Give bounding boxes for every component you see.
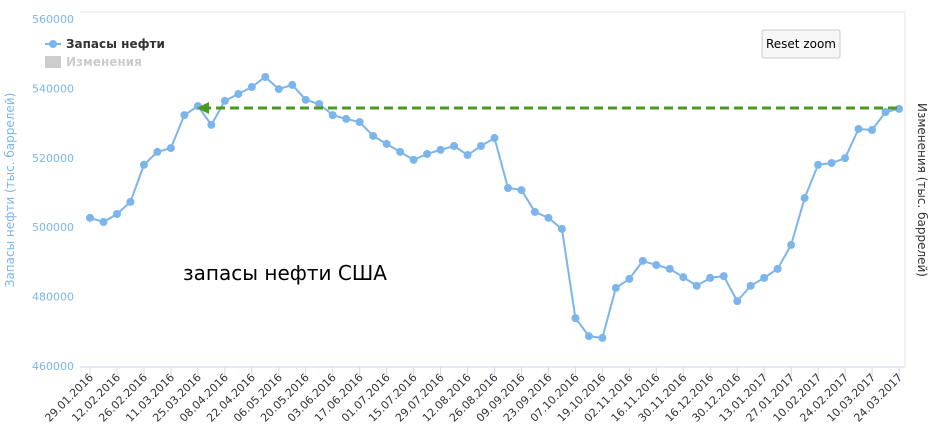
y-tick-label: 460000 (32, 360, 74, 373)
legend-marker (49, 40, 57, 48)
data-point (773, 264, 782, 273)
data-point (503, 183, 512, 192)
data-point (719, 272, 728, 281)
data-point (247, 83, 256, 92)
data-point (220, 96, 229, 105)
data-point (733, 297, 742, 306)
data-point (355, 118, 364, 127)
data-point (814, 160, 823, 169)
data-point (881, 107, 890, 116)
data-point (679, 273, 688, 282)
data-point (112, 210, 121, 219)
data-point (638, 256, 647, 265)
data-point (706, 273, 715, 282)
data-point (436, 145, 445, 154)
data-point (571, 314, 580, 323)
annotation: запасы нефти США (183, 261, 387, 285)
legend-label: Изменения (66, 55, 142, 69)
data-point (139, 160, 148, 169)
data-point (746, 281, 755, 290)
data-point (450, 142, 459, 151)
data-point (787, 240, 796, 249)
data-point (584, 332, 593, 341)
y-tick-label: 560000 (32, 13, 74, 26)
reset-zoom-button[interactable]: Reset zoom (761, 29, 841, 59)
button-label[interactable]: Reset zoom (766, 37, 836, 51)
data-point (342, 114, 351, 123)
data-point (301, 95, 310, 104)
data-point (557, 224, 566, 233)
legend-label: Запасы нефти (66, 37, 165, 51)
y-tick-label: 520000 (32, 152, 74, 165)
data-point (692, 281, 701, 290)
data-point (234, 89, 243, 98)
data-point (126, 197, 135, 206)
data-point (315, 100, 324, 109)
data-point (423, 149, 432, 158)
data-point (611, 283, 620, 292)
data-point (274, 85, 283, 94)
legend-item[interactable]: Изменения (45, 55, 142, 69)
data-point (153, 147, 162, 156)
y-axis-title: Запасы нефти (тыс. баррелей) (3, 93, 17, 288)
data-point (369, 131, 378, 140)
data-point (99, 217, 108, 226)
data-point (261, 72, 270, 81)
data-point (207, 120, 216, 129)
data-point (827, 159, 836, 168)
data-point (490, 134, 499, 143)
data-point (180, 111, 189, 120)
data-point (760, 273, 769, 282)
legend-item[interactable]: Запасы нефти (45, 37, 165, 51)
data-point (463, 151, 472, 160)
data-point (598, 333, 607, 342)
data-point (854, 124, 863, 133)
data-point (800, 194, 809, 203)
data-point (477, 142, 486, 151)
data-point (396, 147, 405, 156)
y-tick-label: 500000 (32, 221, 74, 234)
data-point (530, 207, 539, 216)
y2-axis-title: Изменения (тыс. баррелей) (915, 103, 929, 277)
data-point (665, 264, 674, 273)
data-point (288, 80, 297, 89)
y-tick-label: 540000 (32, 82, 74, 95)
legend-swatch (45, 56, 61, 68)
data-point (86, 213, 94, 222)
data-point (652, 261, 661, 270)
data-point (328, 111, 337, 120)
data-point (409, 155, 418, 164)
arrow-head (197, 102, 209, 114)
data-point (166, 144, 175, 153)
y-tick-label: 480000 (32, 291, 74, 304)
data-point (382, 139, 391, 148)
data-point (868, 126, 877, 135)
button-frame[interactable] (761, 29, 841, 59)
data-point (841, 154, 850, 163)
data-point (517, 186, 526, 195)
data-point (625, 274, 634, 283)
data-point (544, 213, 553, 222)
